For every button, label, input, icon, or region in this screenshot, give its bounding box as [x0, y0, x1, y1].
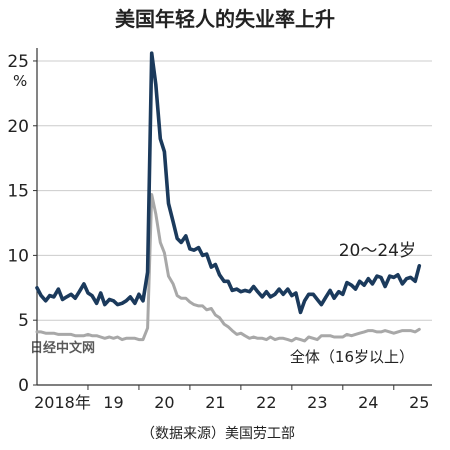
- series-line-overall: [35, 193, 421, 343]
- source-note: （数据来源）美国劳工部: [141, 426, 295, 442]
- x-tick-label: 20: [154, 393, 174, 412]
- y-tick-label: 10: [7, 246, 29, 266]
- x-tick-label: 25: [409, 393, 429, 412]
- y-tick-label: 15: [7, 182, 29, 202]
- gridlines: [37, 60, 432, 321]
- y-tick-label: 25: [7, 52, 29, 72]
- watermark-text: 日经中文网: [30, 340, 95, 356]
- series-label-20-24: 20～24岁: [339, 241, 416, 261]
- x-tick-label: 24: [358, 393, 378, 412]
- y-tick-label: 20: [7, 117, 29, 137]
- chart-title: 美国年轻人的失业率上升: [115, 7, 335, 31]
- y-tick-label: 0: [18, 376, 29, 396]
- x-axis-ticks: 2018年 19 20 21 22 23 24 25: [34, 385, 429, 412]
- y-tick-label: 5: [18, 311, 29, 331]
- x-tick-label: 2018年: [34, 393, 91, 412]
- series-line-20-24: [35, 51, 422, 315]
- x-tick-label: 23: [307, 393, 327, 412]
- x-tick-label: 21: [205, 393, 225, 412]
- y-axis-unit-label: %: [13, 72, 27, 90]
- y-axis-ticks: 0 5 10 15 20 25: [7, 52, 37, 396]
- series-label-overall: 全体（16岁以上）: [290, 348, 414, 366]
- watermark: 日经中文网: [30, 340, 95, 356]
- series-layer: [35, 51, 422, 343]
- x-tick-label: 19: [103, 393, 123, 412]
- x-tick-label: 22: [256, 393, 276, 412]
